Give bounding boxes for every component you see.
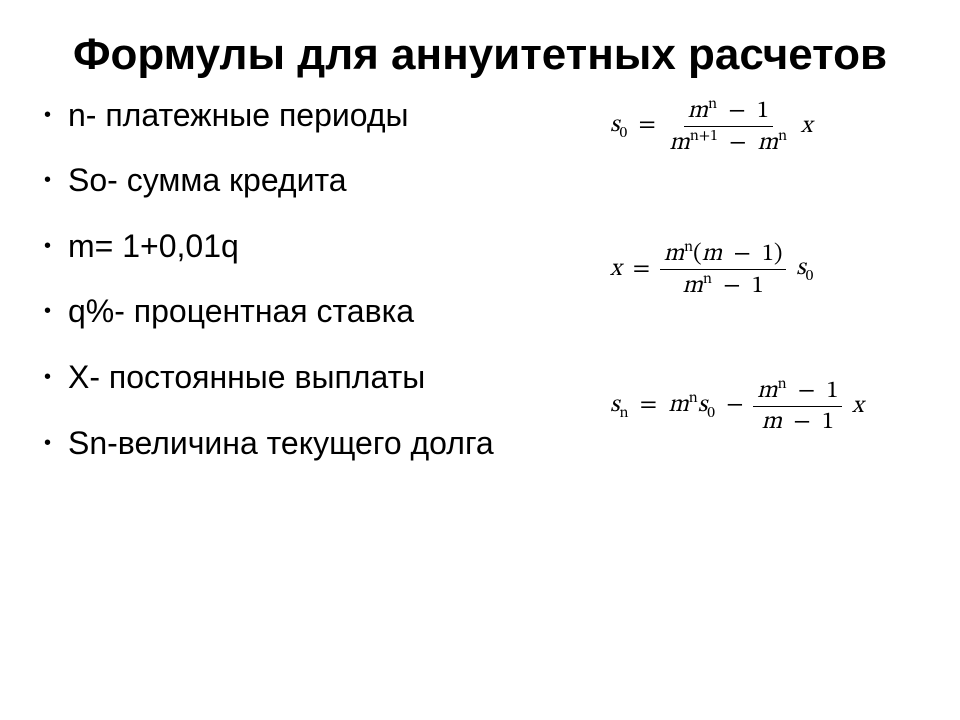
minus: − (733, 242, 750, 266)
var-m: m (758, 131, 778, 155)
superscript: n (689, 390, 698, 406)
var-m: m (757, 379, 777, 403)
formulas-column: s0 = mn − 1 mn+1 − mn (600, 99, 920, 437)
var-x: x (610, 257, 622, 281)
superscript: n (778, 376, 787, 392)
var-x: x (801, 114, 813, 138)
const-1: 1 (762, 242, 774, 266)
minus: − (798, 379, 815, 403)
const-1: 1 (757, 99, 769, 123)
var-m: m (762, 410, 782, 434)
slide: Формулы для аннуитетных расчетов n- плат… (0, 0, 960, 720)
const-1: 1 (826, 379, 838, 403)
subscript: n (619, 405, 628, 421)
fraction: mn − 1 mn+1 − mn (665, 95, 791, 158)
const-1: 1 (822, 410, 834, 434)
superscript: n (778, 128, 787, 144)
minus: − (726, 393, 743, 417)
list-item: n- платежные периоды (40, 99, 600, 133)
var-s: s (796, 256, 805, 280)
formula-sn: sn = mns0 − mn − 1 m − (610, 375, 920, 437)
var-m: m (669, 131, 689, 155)
list-item: So- сумма кредита (40, 164, 600, 198)
superscript: n (703, 271, 712, 287)
minus: − (793, 410, 810, 434)
list-item: m= 1+0,01q (40, 230, 600, 264)
formula-x: x = mn(m − 1) mn − 1 (610, 238, 920, 301)
slide-body: n- платежные периоды So- сумма кредита m… (40, 99, 920, 493)
list-item: q%- процентная ставка (40, 295, 600, 329)
minus: − (729, 131, 746, 155)
var-s: s (698, 393, 707, 417)
formula-s0: s0 = mn − 1 mn+1 − mn (610, 95, 920, 158)
subscript: 0 (806, 267, 814, 283)
list-item: Sn-величина текущего долга (40, 427, 600, 461)
paren: ) (774, 242, 783, 266)
superscript: n (684, 239, 693, 255)
var-m: m (702, 242, 722, 266)
fraction: mn(m − 1) mn − 1 (660, 238, 787, 301)
slide-title: Формулы для аннуитетных расчетов (40, 30, 920, 81)
definitions-list: n- платежные периоды So- сумма кредита m… (40, 99, 600, 461)
superscript: n (708, 96, 717, 112)
subscript: 0 (619, 124, 627, 140)
subscript: 0 (707, 405, 715, 421)
minus: − (728, 99, 745, 123)
list-item: X- постоянные выплаты (40, 361, 600, 395)
const-1: 1 (752, 274, 764, 298)
var-m: m (668, 393, 688, 417)
var-m: m (688, 99, 708, 123)
paren: ( (693, 242, 702, 266)
var-m: m (683, 274, 703, 298)
definitions-column: n- платежные периоды So- сумма кредита m… (40, 99, 600, 493)
fraction: mn − 1 m − 1 (753, 375, 842, 437)
var-m: m (664, 242, 684, 266)
superscript: n+1 (690, 128, 718, 144)
var-x: x (852, 394, 864, 418)
minus: − (723, 274, 740, 298)
